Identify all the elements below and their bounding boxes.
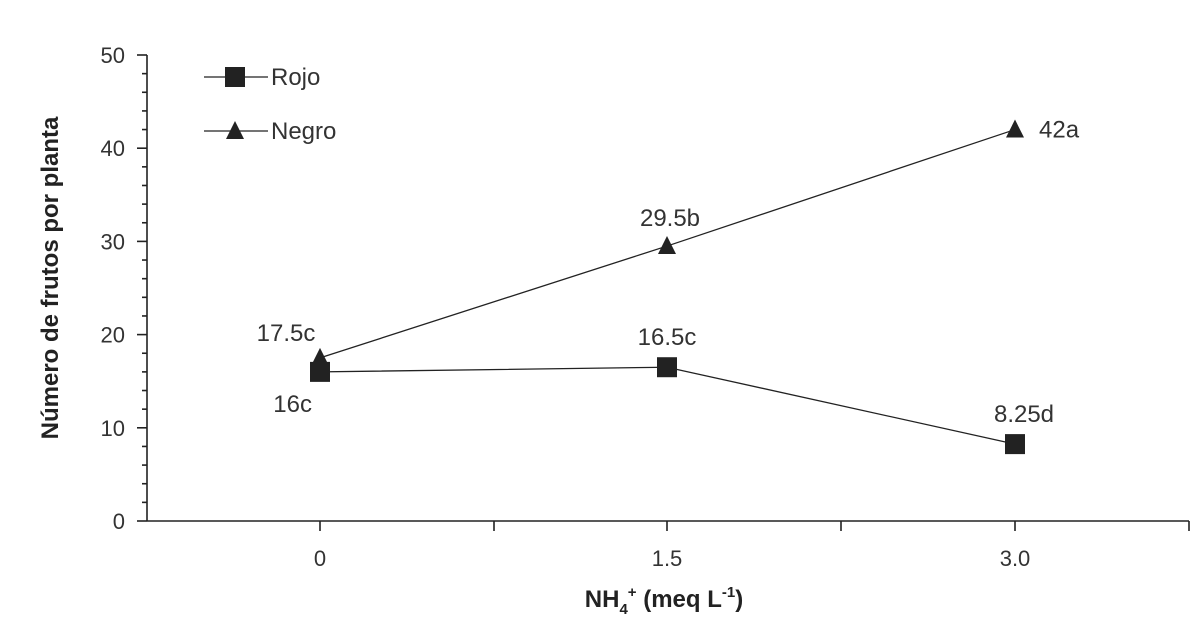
data-point-negro	[1006, 119, 1024, 138]
x-axis-title-unit-sup: -1	[722, 584, 735, 601]
data-label-negro: 17.5c	[257, 320, 316, 347]
data-label-rojo: 16c	[273, 391, 312, 418]
legend-marker-rojo	[225, 67, 245, 87]
y-tick-label: 0	[113, 509, 125, 534]
data-point-negro	[311, 347, 329, 366]
x-tick-label: 3.0	[1000, 546, 1031, 571]
y-axis-title: Número de frutos por planta	[37, 116, 64, 439]
data-point-rojo	[657, 357, 677, 378]
y-tick-label: 30	[101, 229, 125, 254]
y-tick-label: 10	[101, 416, 125, 441]
data-labels: 16c 16.5c 8.25d 17.5c 29.5b 42a	[257, 117, 1080, 429]
data-label-rojo: 16.5c	[638, 324, 697, 351]
x-axis-title: NH4+ (meq L-1)	[585, 584, 743, 617]
y-tick-label: 40	[101, 136, 125, 161]
data-point-rojo	[1005, 434, 1025, 455]
axes: 0 10 20 30 40 50 0 1.5 3.0	[101, 43, 1190, 571]
data-label-negro: 42a	[1039, 117, 1080, 144]
y-tick-label: 20	[101, 323, 125, 348]
legend: Rojo Negro	[204, 64, 336, 145]
data-point-rojo	[310, 361, 330, 382]
x-axis-title-sup: +	[628, 584, 637, 601]
x-tick-label: 1.5	[652, 546, 683, 571]
series-layer	[310, 119, 1025, 455]
x-tick-label: 0	[314, 546, 326, 571]
x-axis-title-mid: (meq L	[637, 586, 722, 613]
series-line-rojo	[319, 366, 1016, 445]
x-axis-title-suffix: )	[735, 586, 743, 613]
x-axis-title-prefix: NH	[585, 586, 620, 613]
legend-label-negro: Negro	[271, 118, 336, 145]
data-label-rojo: 8.25d	[994, 401, 1054, 428]
data-point-negro	[658, 236, 676, 255]
data-label-negro: 29.5b	[640, 205, 700, 232]
y-tick-label: 50	[101, 43, 125, 68]
legend-marker-negro	[226, 121, 244, 139]
legend-label-rojo: Rojo	[271, 64, 320, 91]
x-axis-title-sub: 4	[619, 601, 628, 617]
